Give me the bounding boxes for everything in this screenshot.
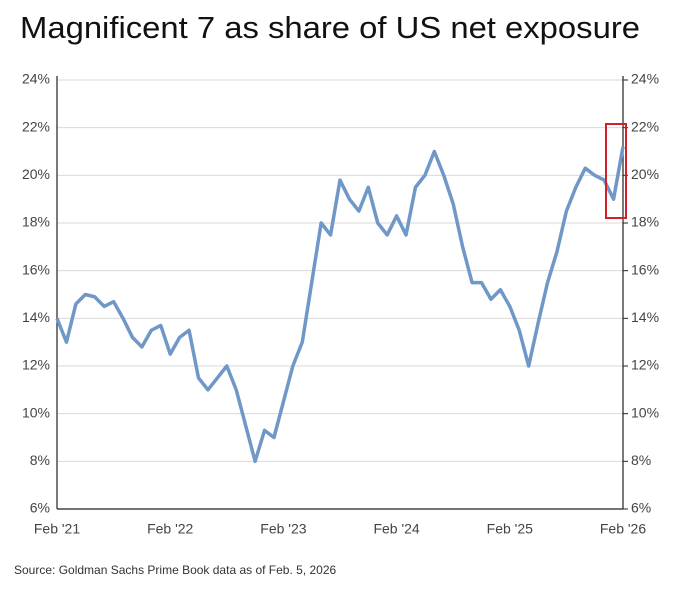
y2-tick-label: 16%	[631, 261, 659, 277]
y-tick-label: 16%	[22, 261, 50, 277]
y-tick-label: 14%	[22, 309, 50, 325]
y-tick-label: 8%	[30, 452, 50, 468]
y2-tick-label: 20%	[631, 166, 659, 182]
x-tick-label: Feb '26	[600, 521, 646, 537]
x-tick-label: Feb '25	[487, 521, 533, 537]
y-tick-label: 18%	[22, 214, 50, 230]
y-tick-label: 12%	[22, 357, 50, 373]
data-line	[55, 146, 625, 464]
x-tick-label: Feb '24	[373, 521, 419, 537]
y-tick-label: 6%	[30, 500, 50, 516]
y-tick-label: 22%	[22, 118, 50, 134]
x-tick-label: Feb '23	[260, 521, 306, 537]
source-note: Source: Goldman Sachs Prime Book data as…	[14, 563, 337, 577]
y-tick-label: 24%	[22, 71, 50, 87]
y2-tick-label: 14%	[631, 309, 659, 325]
chart-title: Magnificent 7 as share of US net exposur…	[20, 10, 640, 45]
y2-tick-label: 22%	[631, 118, 659, 134]
x-tick-label: Feb '22	[147, 521, 193, 537]
y2-tick-label: 10%	[631, 404, 659, 420]
x-tick-label: Feb '21	[34, 521, 80, 537]
y2-tick-label: 8%	[631, 452, 651, 468]
y2-tick-label: 24%	[631, 71, 659, 87]
y2-tick-label: 6%	[631, 500, 651, 516]
highlight-box	[605, 123, 627, 219]
y-tick-label: 20%	[22, 166, 50, 182]
y2-tick-label: 18%	[631, 214, 659, 230]
y2-tick-label: 12%	[631, 357, 659, 373]
y-tick-label: 10%	[22, 404, 50, 420]
